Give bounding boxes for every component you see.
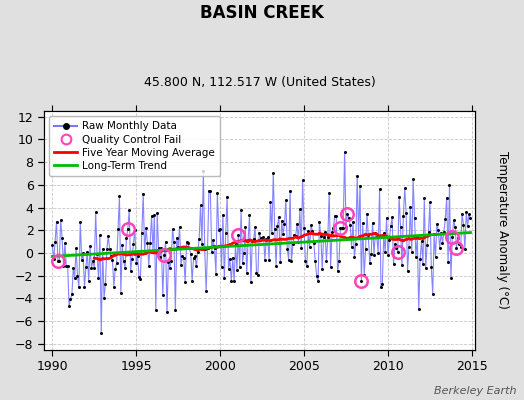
Title: 45.800 N, 112.517 W (United States): 45.800 N, 112.517 W (United States) xyxy=(144,76,375,89)
Legend: Raw Monthly Data, Quality Control Fail, Five Year Moving Average, Long-Term Tren: Raw Monthly Data, Quality Control Fail, … xyxy=(49,116,221,176)
Text: BASIN CREEK: BASIN CREEK xyxy=(200,4,324,22)
Text: Berkeley Earth: Berkeley Earth xyxy=(434,386,516,396)
Y-axis label: Temperature Anomaly (°C): Temperature Anomaly (°C) xyxy=(496,151,509,309)
